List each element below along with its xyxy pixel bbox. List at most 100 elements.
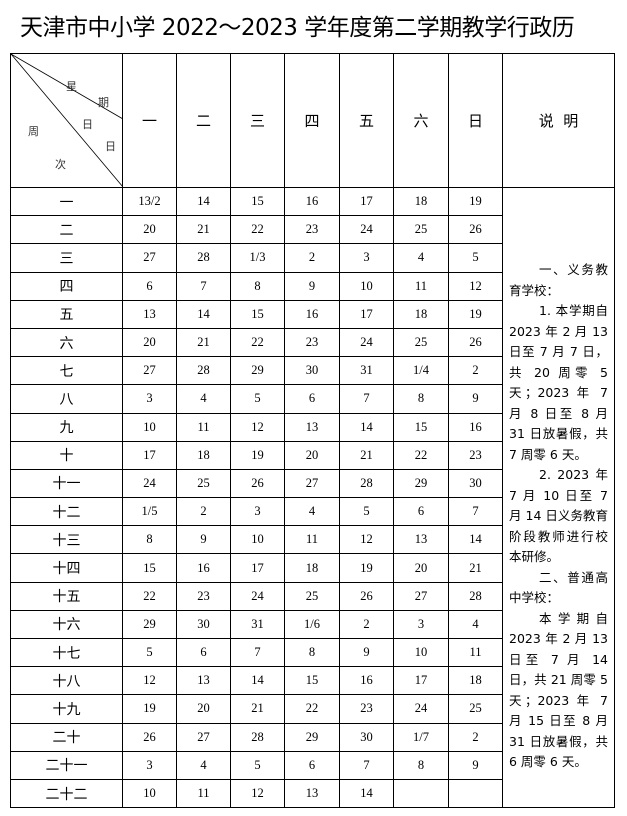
date-cell — [448, 778, 503, 809]
date-cell: 26 — [230, 468, 285, 499]
date-cell: 16 — [284, 186, 340, 217]
date-cell: 28 — [230, 722, 285, 752]
date-cell: 1/3 — [230, 243, 285, 273]
date-cell: 9 — [284, 271, 340, 301]
date-cell: 6 — [393, 497, 449, 527]
date-cell: 18 — [284, 553, 340, 583]
date-cell: 20 — [393, 553, 449, 583]
table-row: 十三 8 9 10 11 12 13 14 — [10, 525, 615, 555]
note-paragraph: 1. 本学期自 2023 年 2 月 13 日至 7 月 7 日，共 20 周零… — [509, 303, 608, 462]
corner-label: 次 — [55, 158, 66, 171]
week-label: 十八 — [10, 666, 123, 696]
date-cell: 10 — [230, 525, 285, 555]
calendar-table: 星 期 日 日 周 次 一 二 三 四 五 六 日 说 明 一 13/2 14 15 1… — [10, 53, 615, 809]
weekday-header: 四 — [284, 53, 340, 188]
date-cell: 27 — [122, 243, 177, 273]
date-cell: 3 — [339, 243, 394, 273]
date-cell: 29 — [284, 722, 340, 752]
date-cell: 8 — [230, 271, 285, 301]
date-cell: 5 — [230, 384, 285, 414]
date-cell: 4 — [176, 384, 231, 414]
date-cell: 16 — [176, 553, 231, 583]
date-cell: 19 — [230, 440, 285, 470]
date-cell: 11 — [448, 637, 503, 668]
date-cell: 12 — [448, 271, 503, 301]
date-cell: 23 — [284, 327, 340, 358]
date-cell: 6 — [176, 637, 231, 668]
date-cell: 22 — [122, 581, 177, 611]
date-cell: 2 — [176, 497, 231, 527]
date-cell: 17 — [339, 186, 394, 217]
date-cell: 11 — [284, 525, 340, 555]
table-row: 十六 29 30 31 1/6 2 3 4 — [10, 609, 615, 640]
date-cell: 14 — [448, 525, 503, 555]
date-cell: 17 — [393, 666, 449, 696]
date-cell: 21 — [230, 694, 285, 724]
date-cell: 21 — [448, 553, 503, 583]
date-cell: 4 — [448, 609, 503, 640]
table-row: 十八 12 13 14 15 16 17 18 — [10, 666, 615, 696]
date-cell: 20 — [284, 440, 340, 470]
date-cell: 29 — [122, 609, 177, 640]
date-cell: 28 — [176, 356, 231, 386]
date-cell: 8 — [393, 384, 449, 414]
date-cell: 27 — [122, 356, 177, 386]
date-cell: 7 — [339, 384, 394, 414]
date-cell: 4 — [284, 497, 340, 527]
date-cell: 8 — [284, 637, 340, 668]
date-cell: 3 — [393, 609, 449, 640]
corner-label: 周 — [28, 125, 39, 138]
date-cell: 12 — [339, 525, 394, 555]
date-cell: 28 — [339, 468, 394, 499]
date-cell: 13 — [176, 666, 231, 696]
table-row: 二十一 3 4 5 6 7 8 9 — [10, 750, 615, 780]
date-cell: 15 — [393, 412, 449, 442]
table-row: 十七 5 6 7 8 9 10 11 — [10, 637, 615, 668]
date-cell: 11 — [176, 778, 231, 809]
weekday-header: 六 — [393, 53, 449, 188]
date-cell: 27 — [176, 722, 231, 752]
weekday-header: 二 — [176, 53, 231, 188]
date-cell: 21 — [339, 440, 394, 470]
table-row: 十九 19 20 21 22 23 24 25 — [10, 694, 615, 724]
date-cell: 9 — [176, 525, 231, 555]
date-cell: 4 — [176, 750, 231, 780]
date-cell: 2 — [284, 243, 340, 273]
date-cell: 21 — [176, 327, 231, 358]
table-row: 十二 1/5 2 3 4 5 6 7 — [10, 497, 615, 527]
weekday-header: 一 — [122, 53, 177, 188]
date-cell: 15 — [230, 186, 285, 217]
date-cell: 9 — [339, 637, 394, 668]
page-title: 天津市中小学 2022～2023 学年度第二学期教学行政历 — [20, 15, 575, 41]
date-cell: 10 — [393, 637, 449, 668]
date-cell: 14 — [339, 778, 394, 809]
date-cell: 4 — [393, 243, 449, 273]
date-cell: 14 — [339, 412, 394, 442]
date-cell: 9 — [448, 384, 503, 414]
date-cell: 27 — [393, 581, 449, 611]
date-cell: 7 — [230, 637, 285, 668]
date-cell: 17 — [122, 440, 177, 470]
date-cell: 14 — [230, 666, 285, 696]
table-row: 十四 15 16 17 18 19 20 21 — [10, 553, 615, 583]
week-label: 十五 — [10, 581, 123, 611]
corner-label: 期 — [98, 96, 109, 109]
date-cell: 17 — [339, 299, 394, 329]
notes-header: 说 明 — [502, 53, 615, 188]
date-cell: 16 — [339, 666, 394, 696]
date-cell: 20 — [122, 215, 177, 245]
date-cell: 6 — [122, 271, 177, 301]
date-cell: 11 — [393, 271, 449, 301]
date-cell: 22 — [284, 694, 340, 724]
date-cell: 16 — [284, 299, 340, 329]
week-label: 十四 — [10, 553, 123, 583]
date-cell: 10 — [122, 778, 177, 809]
week-label: 二十 — [10, 722, 123, 752]
date-cell: 2 — [448, 722, 503, 752]
date-cell: 24 — [122, 468, 177, 499]
date-cell: 13 — [284, 412, 340, 442]
date-cell: 19 — [122, 694, 177, 724]
date-cell: 25 — [448, 694, 503, 724]
date-cell: 7 — [176, 271, 231, 301]
